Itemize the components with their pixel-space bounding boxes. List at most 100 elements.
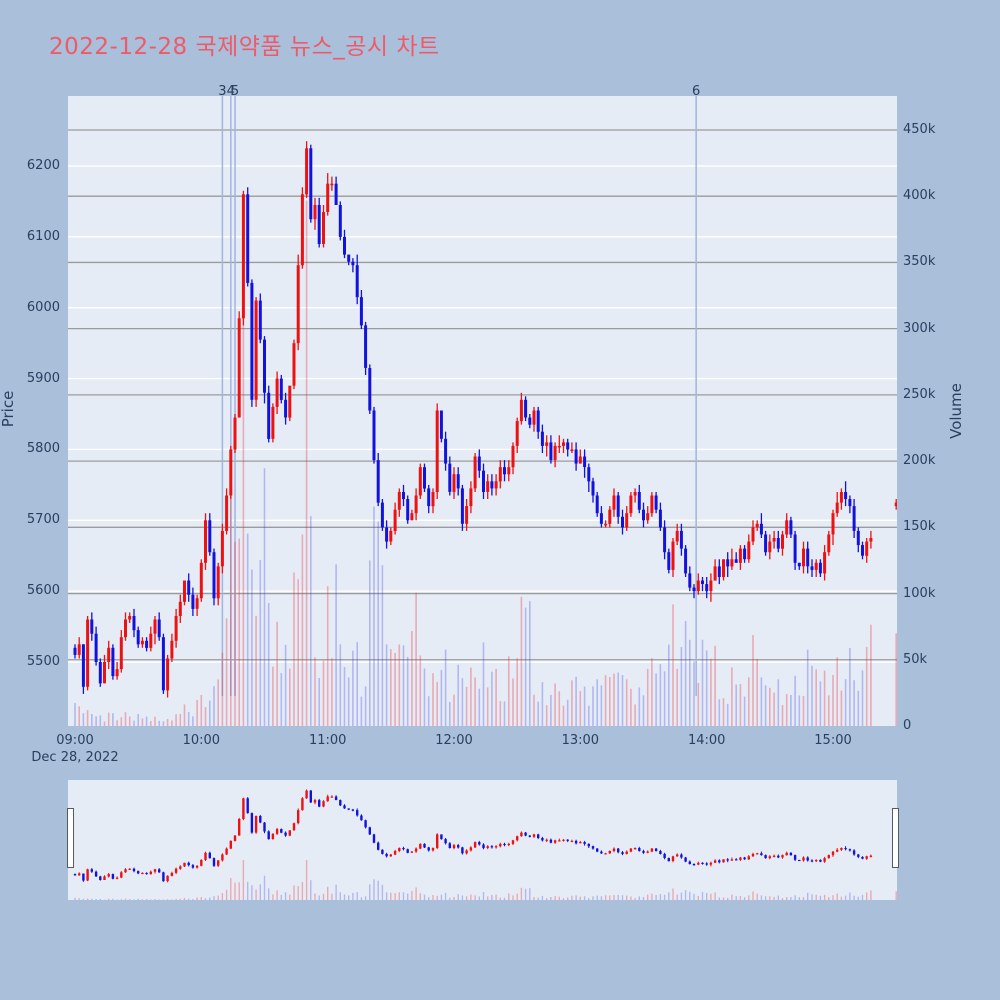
mini-volume-bar [819, 895, 822, 900]
mini-volume-bar [318, 895, 320, 900]
mini-volume-bar [714, 892, 716, 900]
volume-bar [310, 516, 312, 726]
candle-body [145, 640, 149, 648]
candle-body [679, 530, 683, 549]
mini-volume-bar [554, 896, 556, 900]
mini-candle-body [436, 834, 439, 848]
candle-body [73, 647, 77, 655]
mini-candle-body [793, 855, 797, 860]
mini-candle-body [831, 851, 835, 856]
volume-bar [625, 679, 628, 726]
mini-candle-body [141, 872, 144, 875]
rangeslider[interactable] [67, 780, 899, 900]
mini-candle-body [229, 840, 232, 849]
mini-candle-body [347, 808, 350, 810]
volume-bar [86, 710, 89, 726]
volume-bar [718, 699, 721, 726]
mini-candle-body [452, 845, 456, 849]
volume-bar [470, 667, 472, 726]
candle-body [869, 538, 873, 542]
volume-tick-label: 450k [903, 121, 936, 137]
candle-body [410, 513, 414, 521]
mini-volume-bar [465, 896, 468, 900]
volume-bar [478, 688, 481, 726]
volume-bar [137, 714, 139, 726]
volume-bar [457, 664, 459, 726]
mini-volume-bar [305, 860, 308, 900]
candle-body [258, 300, 262, 340]
volume-bar [326, 586, 329, 726]
main-plot[interactable] [68, 96, 897, 726]
mini-candle-body [650, 848, 654, 852]
rangeslider-canvas[interactable] [68, 780, 897, 900]
candle-body [229, 449, 233, 496]
volume-bar [461, 678, 464, 726]
mini-candle-body [806, 857, 809, 861]
volume-bar [204, 707, 207, 726]
time-tick-label: 15:00 [814, 733, 852, 748]
mini-volume-bar [655, 895, 657, 900]
candle-body [389, 530, 393, 542]
main-chart-canvas[interactable] [68, 96, 897, 726]
volume-bar [356, 642, 358, 726]
candle-body [212, 552, 216, 599]
volume-bar [124, 712, 127, 726]
candle-body [650, 495, 654, 514]
volume-bar [183, 704, 186, 726]
rangeslider-left-handle[interactable] [67, 808, 74, 868]
candle-body [793, 534, 797, 563]
volume-bar [870, 624, 872, 726]
rangeslider-right-handle[interactable] [892, 808, 899, 868]
candle-body [646, 513, 650, 521]
volume-bar [596, 679, 598, 726]
mini-candle-body [351, 809, 355, 811]
mini-volume-bar [836, 893, 838, 900]
mini-volume-bar [735, 896, 737, 900]
mini-volume-bar [495, 894, 497, 900]
volume-bar [760, 677, 763, 726]
price-tick-label: 6100 [26, 228, 60, 244]
candle-body [637, 492, 641, 510]
candle-body [557, 445, 561, 448]
volume-tick-label: 150k [903, 519, 936, 535]
candle-body [730, 559, 734, 567]
price-tick-label: 5800 [26, 441, 60, 457]
mini-candle-body [490, 846, 494, 848]
mini-volume-bar [204, 898, 207, 900]
mini-candle-body [200, 859, 203, 866]
mini-candle-body [671, 856, 675, 861]
candle-body [802, 548, 805, 567]
volume-bar [790, 695, 792, 726]
mini-volume-bar [642, 897, 645, 900]
mini-candle-body [242, 798, 245, 819]
volume-bar [865, 646, 868, 726]
candle-body [671, 541, 675, 570]
mini-volume-bar [74, 897, 76, 900]
candle-body [810, 566, 814, 570]
mini-volume-bar [575, 895, 577, 900]
mini-candle-body [537, 834, 540, 838]
volume-bar [305, 200, 308, 726]
candle-body [591, 481, 595, 496]
volume-bar [672, 604, 674, 726]
mini-candle-body [414, 848, 418, 852]
mini-candle-body [659, 851, 662, 854]
mini-volume-bar [630, 896, 632, 900]
candle-body [90, 619, 94, 634]
mini-volume-bar [196, 897, 198, 900]
mini-candle-body [94, 871, 98, 877]
mini-volume-bar [449, 897, 451, 900]
mini-volume-bar [394, 893, 396, 900]
candle-body [98, 662, 102, 684]
mini-candle-body [503, 843, 506, 846]
mini-candle-body [410, 851, 414, 853]
candle-body [355, 265, 359, 298]
mini-candle-body [174, 868, 178, 873]
mini-candle-body [486, 846, 489, 848]
mini-volume-bar [276, 890, 278, 900]
volume-bar [440, 670, 443, 726]
mini-volume-bar [179, 898, 181, 900]
candle-body [835, 502, 839, 514]
mini-candle-body [381, 849, 384, 854]
candle-body [701, 580, 704, 584]
